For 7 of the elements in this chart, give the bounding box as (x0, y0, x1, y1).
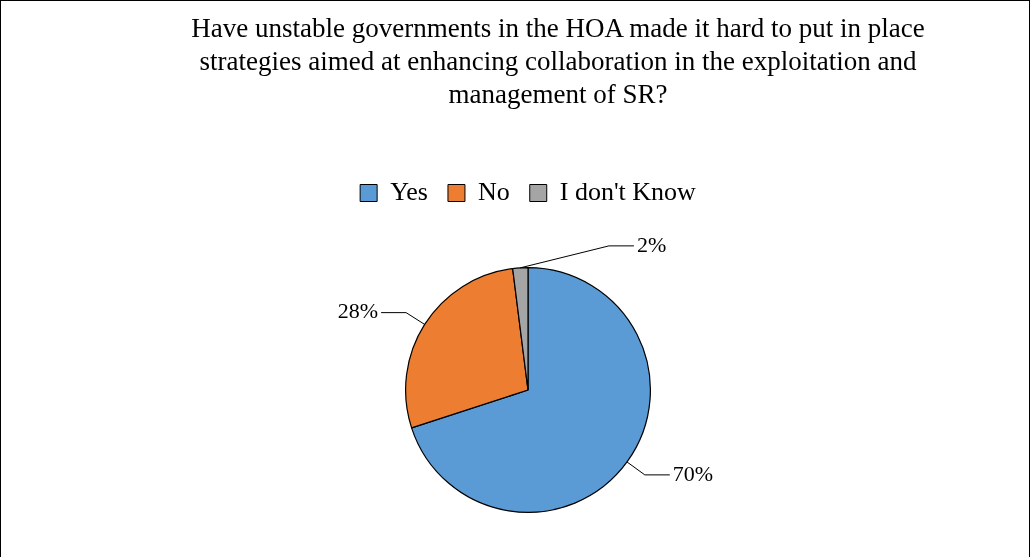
legend-label: No (477, 176, 510, 206)
data-label: 70% (672, 460, 714, 486)
data-label: 28% (337, 298, 379, 324)
legend-label: Yes (390, 176, 428, 206)
chart-title: Have unstable governments in the HOA made it hard to put in place strategies aimed at enhancing collaboration in the exploitation and management of SR? (190, 12, 926, 111)
data-label: 2% (636, 231, 667, 257)
legend-label: I don't Know (559, 176, 697, 206)
